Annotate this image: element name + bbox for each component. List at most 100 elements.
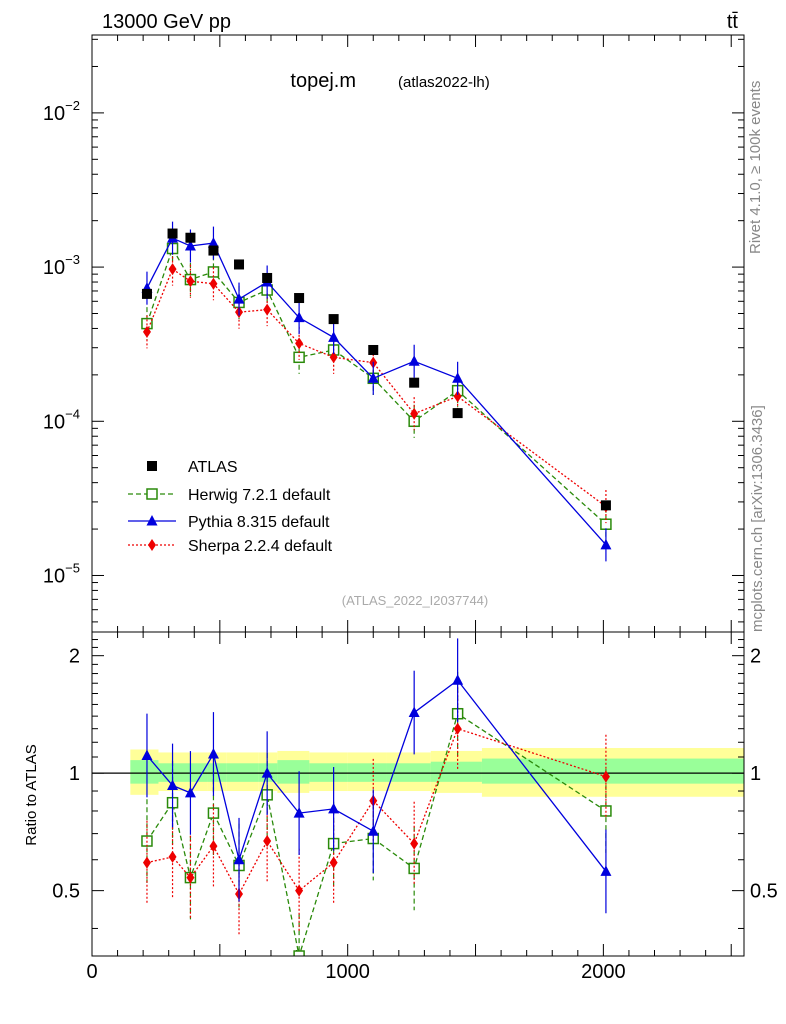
main-point-sherpa — [263, 303, 272, 316]
main-point-atlas — [208, 245, 219, 256]
legend-marker-pythia — [146, 515, 158, 526]
ratio-point-sherpa — [142, 856, 151, 869]
main-line-herwig — [146, 246, 607, 525]
ratio-line-sherpa — [146, 727, 607, 896]
tick-base: 10 — [43, 103, 65, 125]
ratio-point-pythia — [261, 767, 273, 778]
mcplots-source-label: mcplots.cern.ch [arXiv:1306.3436] — [749, 405, 766, 632]
legend-label-atlas: ATLAS — [188, 459, 238, 476]
rivet-version-label: Rivet 4.1.0, ≥ 100k events — [747, 81, 764, 254]
main-point-atlas — [185, 232, 196, 243]
ratio-point-sherpa — [410, 837, 419, 850]
ratio-point-pythia — [452, 674, 464, 685]
ratio-point-pythia — [184, 786, 196, 798]
ratio-point-sherpa — [263, 835, 272, 848]
main-point-pythia — [367, 372, 379, 383]
main-point-atlas — [234, 259, 245, 270]
legend-label-pythia: Pythia 8.315 default — [188, 514, 330, 531]
ratio-y-axis-label: Ratio to ATLAS — [23, 744, 40, 845]
main-point-atlas — [328, 314, 339, 325]
ratio-point-herwig — [408, 862, 420, 875]
ratio-line-pythia — [146, 679, 607, 872]
tick-exponent: −3 — [65, 252, 80, 267]
main-point-atlas — [294, 293, 305, 304]
ratio-y-tick-label: 1 — [69, 763, 80, 785]
ratio-point-sherpa — [186, 871, 195, 884]
main-point-pythia — [184, 240, 196, 251]
ratio-y-tick-label: 2 — [69, 646, 80, 668]
main-series-pythia — [141, 221, 612, 562]
energy-label: 13000 GeV pp — [102, 11, 231, 33]
ratio-point-sherpa — [329, 856, 338, 869]
legend-marker-sherpa — [148, 539, 156, 551]
legend-marker-atlas — [147, 461, 157, 471]
main-y-tick-labels: 10−5 10−4 10−3 10−2 — [43, 98, 80, 588]
ratio-y-tick-label-right: 2 — [750, 646, 761, 668]
main-line-sherpa — [146, 268, 607, 508]
main-series-sherpa — [142, 252, 610, 524]
legend-label-sherpa: Sherpa 2.2.4 default — [188, 538, 333, 555]
ratio-point-pythia — [293, 807, 305, 818]
ratio-series-pythia — [141, 638, 612, 914]
main-point-sherpa — [209, 277, 218, 290]
main-point-atlas — [141, 288, 152, 299]
main-point-sherpa — [168, 263, 177, 276]
main-axis-ticks — [91, 35, 744, 632]
ratio-x-tick-label: 2000 — [581, 961, 626, 983]
ratio-y-tick-label-right: 1 — [750, 763, 761, 785]
plot-title: topej.m — [290, 70, 356, 92]
ratio-y-tick-label-right: 0.5 — [750, 881, 778, 903]
ratio-tick-labels: 0.5 0.5 1 1 2 2 0 1000 2000 — [52, 646, 778, 983]
main-y-tick-label: 10−4 — [43, 406, 80, 433]
main-point-sherpa — [410, 407, 419, 420]
main-point-pythia — [600, 538, 612, 550]
ratio-axis-ticks — [91, 632, 744, 956]
main-point-pythia — [233, 293, 245, 304]
main-point-sherpa — [453, 390, 462, 403]
main-point-atlas — [409, 377, 420, 388]
ratio-point-pythia — [141, 749, 153, 760]
ratio-point-herwig — [293, 950, 305, 956]
main-y-tick-label: 10−5 — [43, 560, 80, 587]
main-point-pythia — [207, 237, 219, 248]
ratio-band-inner — [277, 760, 310, 784]
ratio-x-tick-label: 1000 — [325, 961, 370, 983]
main-y-tick-label: 10−3 — [43, 252, 80, 279]
ratio-frame — [91, 631, 745, 957]
ratio-point-pythia — [207, 747, 219, 759]
tick-exponent: −5 — [65, 560, 80, 575]
process-label: tt̄ — [727, 11, 739, 33]
main-point-herwig — [600, 518, 612, 530]
main-point-atlas — [368, 344, 379, 355]
ratio-point-pythia — [367, 825, 379, 836]
main-point-pythia — [408, 355, 420, 366]
main-point-sherpa — [295, 337, 304, 350]
ratio-point-sherpa — [601, 770, 610, 783]
ratio-point-pythia — [233, 853, 245, 865]
main-point-atlas — [262, 272, 273, 283]
legend-label-herwig: Herwig 7.2.1 default — [188, 487, 331, 504]
plot-subtitle: (atlas2022-lh) — [398, 74, 490, 91]
ratio-band-inner — [130, 760, 159, 784]
main-point-atlas — [452, 408, 463, 419]
analysis-watermark: (ATLAS_2022_I2037744) — [342, 593, 488, 608]
ratio-series-layer — [141, 638, 612, 956]
ratio-band-inner — [481, 758, 744, 784]
legend-marker-herwig — [146, 488, 158, 500]
tick-exponent: −2 — [65, 98, 80, 113]
main-series-layer — [141, 221, 612, 562]
legend: ATLAS Herwig 7.2.1 default Pythia 8.315 de… — [128, 459, 333, 555]
ratio-point-sherpa — [168, 850, 177, 863]
ratio-point-sherpa — [295, 884, 304, 897]
ratio-point-pythia — [328, 802, 340, 814]
ratio-line-herwig — [146, 712, 607, 956]
ratio-point-pythia — [600, 865, 612, 876]
main-point-pythia — [293, 311, 305, 323]
tick-exponent: −4 — [65, 406, 80, 421]
main-line-pythia — [146, 237, 607, 546]
ratio-x-tick-label: 0 — [86, 961, 97, 983]
ratio-point-sherpa — [209, 840, 218, 853]
main-point-herwig — [293, 351, 305, 364]
ratio-point-pythia — [167, 779, 179, 790]
ratio-panel: Ratio to ATLAS 0.5 0.5 1 1 2 2 0 1000 2000 — [23, 631, 778, 983]
